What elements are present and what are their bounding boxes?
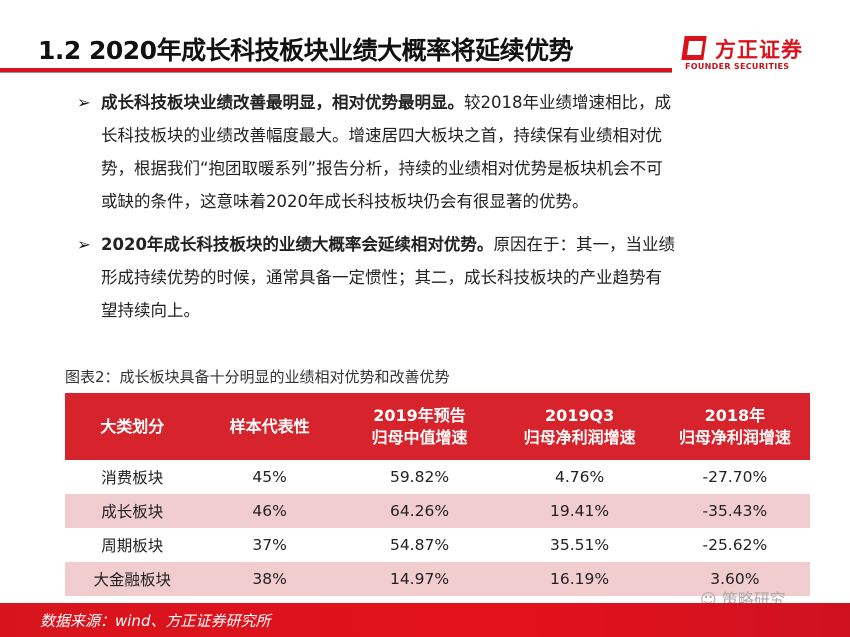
header-line: 样本代表性	[229, 416, 310, 436]
column-header: 大类划分	[65, 393, 200, 460]
table-cell: 45%	[252, 468, 287, 486]
source-note: 数据来源：wind、方正证券研究所	[40, 612, 271, 630]
table-cell: -27.70%	[702, 468, 768, 486]
table-cell: 周期板块	[101, 537, 164, 555]
column-header: 2019年预告 归母中值增速	[339, 393, 500, 460]
header-line: 归母净利润增速	[523, 427, 636, 447]
table-cell: 37%	[252, 536, 287, 554]
bullet-bold: 成长科技板块业绩改善最明显，相对优势最明显。	[101, 93, 464, 112]
column-header: 2019Q3 归母净利润增速	[499, 393, 660, 460]
logo-cn: 方正证券	[715, 38, 803, 62]
bullet-text: 较2018年业绩增速相比，成长科技板块的业绩改善幅度最大。增速居四大板块之首，持…	[101, 93, 671, 211]
table-row: 周期板块 37% 54.87% 35.51% -25.62%	[65, 528, 810, 562]
table-cell: 3.60%	[659, 562, 810, 596]
header-line: 归母净利润增速	[678, 427, 791, 447]
bullet-list: ➢ 成长科技板块业绩改善最明显，相对优势最明显。较2018年业绩增速相比，成长科…	[77, 86, 677, 327]
footer-band: 数据来源：wind、方正证券研究所	[0, 603, 850, 637]
table-cell: -25.62%	[702, 536, 768, 554]
title-divider	[0, 68, 672, 73]
table-cell: 59.82%	[389, 468, 450, 486]
table-cell: 14.97%	[339, 562, 500, 596]
performance-table: 大类划分 样本代表性 2019年预告 归母中值增速 2019Q3 归母净利润增速 2018年…	[65, 393, 810, 596]
header-line: 2019年预告	[373, 405, 466, 425]
page-title: 1.2 2020年成长科技板块业绩大概率将延续优势	[38, 36, 574, 65]
table-cell: 38%	[199, 562, 340, 596]
table-cell: 16.19%	[499, 562, 660, 596]
table-row: 大金融板块 38% 14.97% 16.19% 3.60%	[65, 562, 810, 596]
table-row: 消费板块 45% 59.82% 4.76% -27.70%	[65, 460, 810, 494]
founder-logo: 方正证券 FOUNDER SECURITIES	[681, 36, 823, 76]
arrow-bullet-icon: ➢	[77, 235, 91, 254]
header-line: 大类划分	[100, 416, 165, 436]
table-cell: -35.43%	[659, 494, 810, 528]
bullet-bold: 2020年成长科技板块的业绩大概率会延续相对优势。	[101, 235, 494, 254]
table-cell: 消费板块	[101, 469, 164, 487]
table-cell: 4.76%	[554, 468, 605, 486]
header-line: 2018年	[704, 405, 766, 425]
table-cell: 成长板块	[65, 494, 200, 528]
table-cell: 64.26%	[339, 494, 500, 528]
arrow-bullet-icon: ➢	[77, 93, 91, 112]
logo-mark-icon	[681, 36, 707, 60]
bullet-1: ➢ 成长科技板块业绩改善最明显，相对优势最明显。较2018年业绩增速相比，成长科…	[77, 86, 677, 218]
table-caption: 图表2：成长板块具备十分明显的业绩相对优势和改善优势	[65, 368, 450, 386]
header-line: 归母中值增速	[371, 427, 468, 447]
table-cell: 19.41%	[499, 494, 660, 528]
table-cell: 大金融板块	[65, 562, 200, 596]
column-header: 样本代表性	[199, 393, 340, 460]
column-header: 2018年 归母净利润增速	[659, 393, 810, 460]
logo-en: FOUNDER SECURITIES	[685, 62, 790, 71]
table-cell: 35.51%	[550, 536, 610, 554]
header-line: 2019Q3	[544, 405, 615, 425]
bullet-2: ➢ 2020年成长科技板块的业绩大概率会延续相对优势。原因在于：其一，当业绩形成…	[77, 228, 677, 327]
table-row: 成长板块 46% 64.26% 19.41% -35.43%	[65, 494, 810, 528]
table-cell: 54.87%	[389, 536, 450, 554]
table-cell: 46%	[199, 494, 340, 528]
bullet-text: 原因在于：其一，当业绩形成持续优势的时候，通常具备一定惯性；其二，成长科技板块的…	[101, 235, 675, 320]
